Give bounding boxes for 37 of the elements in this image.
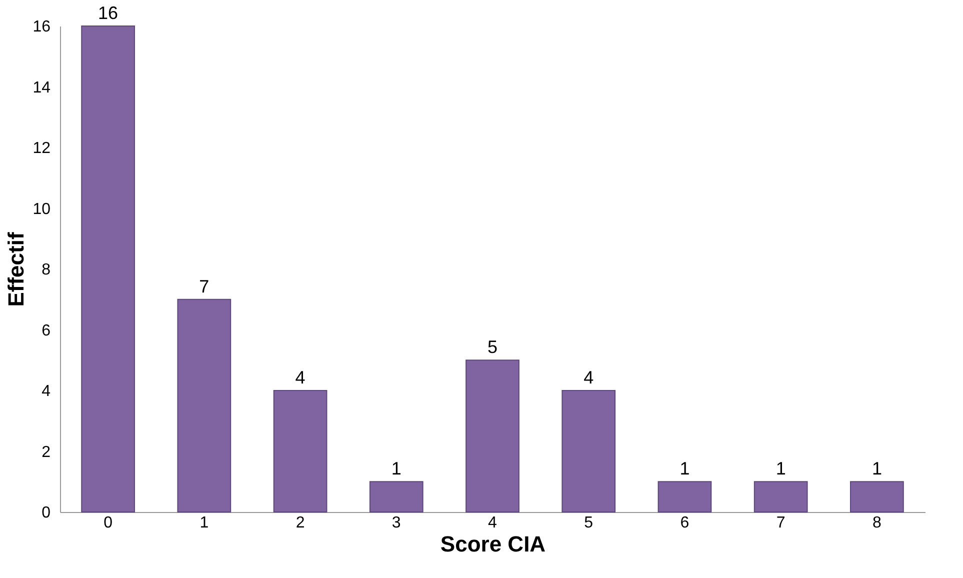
data-label: 1 bbox=[872, 458, 882, 479]
y-axis-title: Effectif bbox=[4, 232, 29, 307]
data-label: 1 bbox=[680, 458, 690, 479]
x-tick-label: 1 bbox=[200, 514, 209, 532]
x-tick-label: 2 bbox=[296, 514, 305, 532]
data-label: 4 bbox=[584, 368, 594, 388]
x-tick-label: 0 bbox=[104, 514, 113, 532]
x-tick-label: 3 bbox=[392, 514, 401, 532]
x-tick-label: 5 bbox=[584, 514, 594, 532]
bar bbox=[754, 481, 808, 512]
x-tick-label: 8 bbox=[872, 514, 882, 532]
x-tick-label: 4 bbox=[488, 514, 498, 532]
bar bbox=[562, 390, 616, 512]
y-tick-label: 4 bbox=[42, 383, 51, 400]
y-tick-label: 14 bbox=[32, 79, 51, 96]
data-label: 1 bbox=[776, 458, 786, 479]
data-label: 1 bbox=[391, 458, 402, 479]
bar bbox=[466, 360, 520, 512]
bar bbox=[850, 481, 904, 512]
x-tick-label: 6 bbox=[680, 514, 690, 532]
bar bbox=[177, 298, 232, 512]
y-tick-label: 10 bbox=[32, 200, 51, 218]
bar bbox=[658, 481, 712, 512]
x-axis-title: Score CIA bbox=[440, 532, 546, 556]
data-label: 5 bbox=[487, 337, 498, 358]
y-tick-label: 16 bbox=[32, 18, 51, 36]
y-tick-label: 8 bbox=[42, 262, 51, 278]
y-tick-label: 12 bbox=[32, 140, 51, 157]
bar bbox=[273, 390, 328, 512]
bar bbox=[369, 481, 424, 512]
y-tick-label: 2 bbox=[42, 444, 51, 461]
data-label: 4 bbox=[295, 368, 306, 388]
x-tick-label: 7 bbox=[776, 514, 786, 532]
bar bbox=[81, 26, 135, 512]
data-label: 16 bbox=[98, 3, 118, 23]
y-tick-label: 6 bbox=[42, 322, 51, 340]
data-label: 7 bbox=[199, 276, 210, 296]
